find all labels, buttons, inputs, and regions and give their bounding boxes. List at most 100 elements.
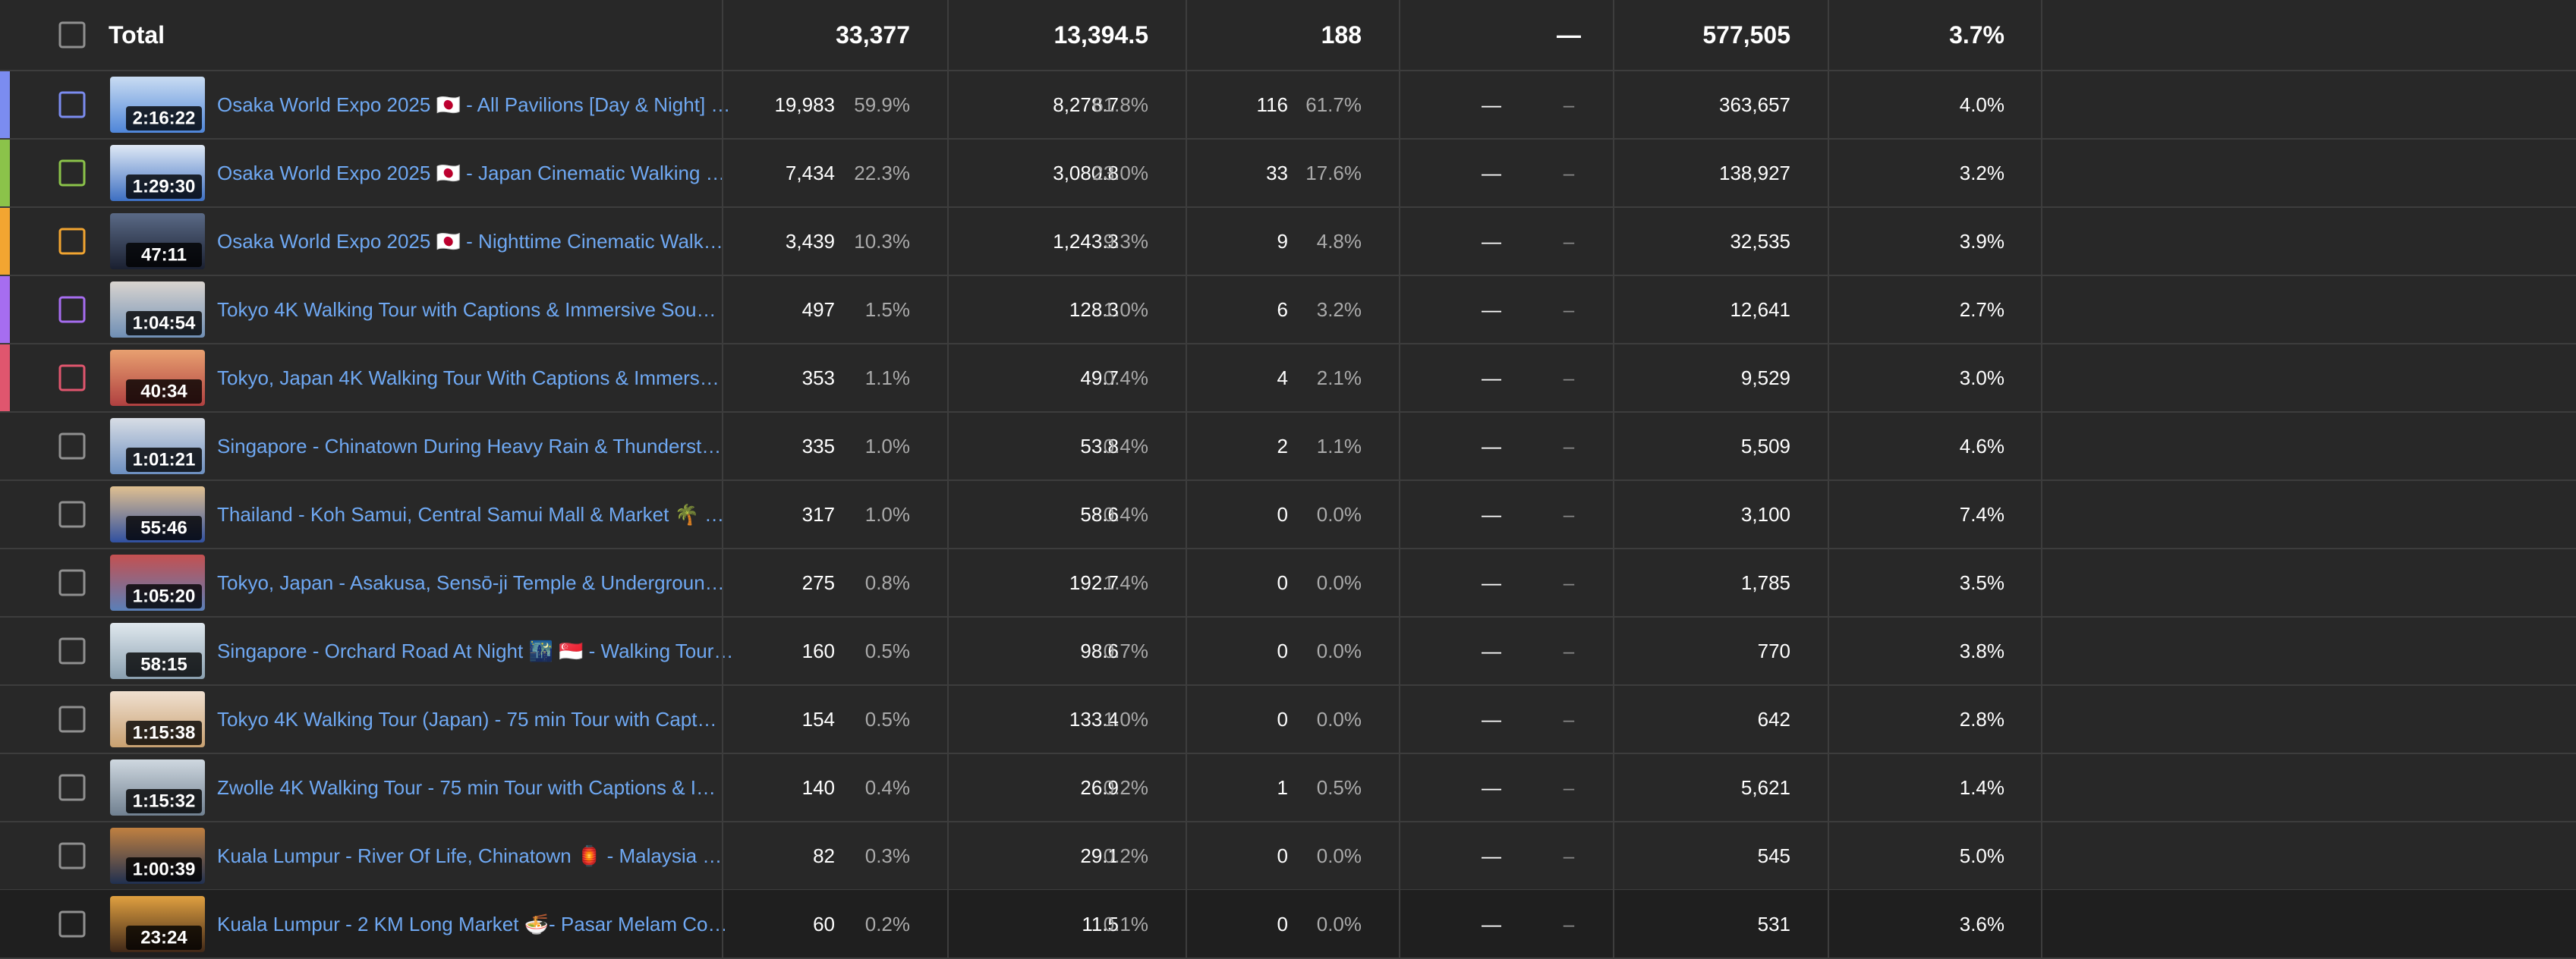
video-title[interactable]: Kuala Lumpur - 2 KM Long Market 🍜- Pasar… — [217, 913, 728, 935]
duration: 23:24 — [140, 927, 187, 948]
cell-value: – — [1564, 366, 1575, 389]
checkbox[interactable] — [58, 501, 86, 528]
cell-value: 3.9% — [1960, 230, 2004, 253]
total-value: — — [1557, 21, 1581, 49]
video-title[interactable]: Tokyo 4K Walking Tour with Captions & Im… — [217, 298, 716, 321]
cell-value: 2.8% — [1960, 708, 2004, 731]
duration-badge — [126, 106, 202, 130]
cell-value: – — [1564, 708, 1575, 731]
cell-value: 0 — [1277, 844, 1288, 867]
duration-badge — [126, 652, 202, 677]
cell-value: 0.4% — [1104, 435, 1148, 457]
total-value: 577,505 — [1702, 21, 1790, 49]
checkbox[interactable] — [58, 637, 86, 665]
video-title[interactable]: Thailand - Koh Samui, Central Samui Mall… — [217, 503, 724, 526]
duration: 1:04:54 — [133, 313, 196, 333]
cell-value: – — [1564, 640, 1575, 662]
checkbox[interactable] — [58, 21, 86, 49]
cell-value: 98.6 — [1080, 640, 1119, 662]
checkbox[interactable] — [58, 228, 86, 255]
checkbox[interactable] — [58, 569, 86, 596]
cell-value: 82 — [813, 844, 835, 867]
cell-value: 0 — [1277, 708, 1288, 731]
cell-value: 0.7% — [1104, 640, 1148, 662]
checkbox[interactable] — [58, 774, 86, 801]
cell-value: 0.4% — [1104, 366, 1148, 389]
cell-value: 160 — [802, 640, 835, 662]
cell-value: 0.5% — [865, 708, 910, 731]
duration: 47:11 — [141, 244, 187, 265]
checkbox[interactable] — [58, 910, 86, 938]
video-title[interactable]: Singapore - Orchard Road At Night 🌃 🇸🇬 -… — [217, 640, 733, 662]
video-title[interactable]: Osaka World Expo 2025 🇯🇵 - All Pavilions… — [217, 93, 730, 116]
video-title[interactable]: Osaka World Expo 2025 🇯🇵 - Nighttime Cin… — [217, 230, 723, 253]
video-title[interactable]: Zwolle 4K Walking Tour - 75 min Tour wit… — [217, 776, 716, 799]
total-value: 3.7% — [1949, 21, 2004, 49]
video-title[interactable]: Tokyo 4K Walking Tour (Japan) - 75 min T… — [217, 708, 716, 731]
duration-badge — [126, 448, 202, 472]
cell-value: — — [1482, 571, 1501, 594]
cell-value: – — [1564, 913, 1575, 935]
cell-value: 0.0% — [1317, 708, 1362, 731]
duration-badge — [126, 311, 202, 335]
cell-value: 770 — [1758, 640, 1790, 662]
duration: 1:00:39 — [133, 859, 196, 879]
checkbox[interactable] — [58, 364, 86, 391]
cell-value: 0.0% — [1317, 640, 1362, 662]
cell-value: 192.7 — [1069, 571, 1119, 594]
total-value: 13,394.5 — [1053, 21, 1148, 49]
video-title[interactable]: Kuala Lumpur - River Of Life, Chinatown … — [217, 844, 722, 867]
series-color-bar — [0, 276, 10, 343]
duration-badge — [126, 243, 202, 267]
cell-value: 1.4% — [1104, 571, 1148, 594]
cell-value: 1.1% — [865, 366, 910, 389]
cell-value: 0.0% — [1317, 844, 1362, 867]
cell-value: 0.2% — [865, 913, 910, 935]
checkbox[interactable] — [58, 706, 86, 733]
checkbox[interactable] — [58, 159, 86, 187]
cell-value: 1.0% — [865, 503, 910, 526]
video-title[interactable]: Singapore - Chinatown During Heavy Rain … — [217, 435, 721, 457]
cell-value: 642 — [1758, 708, 1790, 731]
cell-value: – — [1564, 93, 1575, 116]
cell-value: 12,641 — [1730, 298, 1790, 321]
cell-value: 32,535 — [1730, 230, 1790, 253]
cell-value: 59.9% — [854, 93, 910, 116]
cell-value: 3,080.8 — [1053, 162, 1119, 184]
cell-value: – — [1564, 230, 1575, 253]
cell-value: 11.5 — [1082, 913, 1119, 935]
checkbox[interactable] — [58, 842, 86, 869]
video-title[interactable]: Tokyo, Japan - Asakusa, Sensō-ji Temple … — [217, 571, 725, 594]
cell-value: 33 — [1266, 162, 1288, 184]
cell-value: — — [1482, 162, 1501, 184]
total-value: 188 — [1321, 21, 1362, 49]
cell-value: 0.0% — [1317, 913, 1362, 935]
video-title[interactable]: Tokyo, Japan 4K Walking Tour With Captio… — [217, 366, 720, 389]
cell-value: 1.4% — [1960, 776, 2004, 799]
series-color-bar — [0, 71, 10, 138]
cell-value: 1.0% — [865, 435, 910, 457]
cell-value: – — [1564, 298, 1575, 321]
cell-value: 0.2% — [1104, 776, 1148, 799]
cell-value: 531 — [1758, 913, 1790, 935]
cell-value: 0 — [1277, 913, 1288, 935]
cell-value: — — [1482, 435, 1501, 457]
cell-value: 1.0% — [1104, 708, 1148, 731]
cell-value: 140 — [802, 776, 835, 799]
cell-value: 23.0% — [1092, 162, 1148, 184]
checkbox[interactable] — [58, 296, 86, 323]
total-label: Total — [109, 21, 165, 49]
duration-badge — [126, 175, 202, 199]
cell-value: 0.1% — [1104, 913, 1148, 935]
cell-value: 138,927 — [1719, 162, 1790, 184]
video-title[interactable]: Osaka World Expo 2025 🇯🇵 - Japan Cinemat… — [217, 162, 726, 184]
checkbox[interactable] — [58, 432, 86, 460]
checkbox[interactable] — [58, 91, 86, 118]
duration: 1:05:20 — [133, 586, 196, 606]
cell-value: 9,529 — [1741, 366, 1790, 389]
cell-value: 3.6% — [1960, 913, 2004, 935]
cell-value: 61.8% — [1092, 93, 1148, 116]
cell-value: 4.0% — [1960, 93, 2004, 116]
duration: 40:34 — [140, 381, 187, 401]
cell-value: 3.5% — [1960, 571, 2004, 594]
